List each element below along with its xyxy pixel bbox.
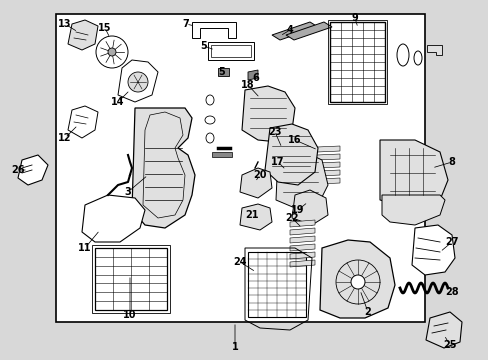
- Polygon shape: [285, 22, 331, 40]
- Bar: [327, 20, 386, 104]
- Polygon shape: [68, 106, 98, 138]
- Polygon shape: [289, 244, 314, 251]
- Circle shape: [108, 48, 116, 56]
- Polygon shape: [294, 146, 339, 153]
- Polygon shape: [275, 152, 327, 208]
- Text: 10: 10: [123, 310, 137, 320]
- Bar: [207, 42, 253, 60]
- Polygon shape: [218, 68, 228, 76]
- Polygon shape: [291, 190, 327, 225]
- Text: 19: 19: [291, 205, 304, 215]
- Polygon shape: [411, 225, 454, 275]
- Text: 25: 25: [442, 340, 456, 350]
- Text: 12: 12: [58, 133, 72, 143]
- Polygon shape: [264, 124, 317, 185]
- Polygon shape: [289, 260, 314, 267]
- Polygon shape: [240, 168, 271, 198]
- Polygon shape: [289, 236, 314, 243]
- Polygon shape: [240, 204, 271, 230]
- Text: 3: 3: [124, 187, 131, 197]
- Polygon shape: [289, 220, 314, 227]
- Bar: [247, 252, 305, 317]
- Polygon shape: [68, 20, 98, 50]
- Text: 14: 14: [111, 97, 124, 107]
- Text: 13: 13: [58, 19, 72, 29]
- Polygon shape: [242, 86, 294, 142]
- Text: 23: 23: [268, 127, 281, 137]
- Text: 1: 1: [231, 342, 238, 352]
- Text: 26: 26: [11, 165, 25, 175]
- Polygon shape: [294, 178, 339, 185]
- Bar: [95, 248, 167, 310]
- Polygon shape: [247, 70, 258, 80]
- Circle shape: [96, 36, 128, 68]
- Text: 21: 21: [245, 210, 258, 220]
- Text: 24: 24: [233, 257, 246, 267]
- Text: 6: 6: [252, 73, 259, 83]
- Polygon shape: [425, 312, 461, 348]
- Ellipse shape: [205, 133, 214, 143]
- Polygon shape: [319, 240, 394, 318]
- Polygon shape: [289, 228, 314, 235]
- Bar: [212, 152, 231, 157]
- Polygon shape: [192, 22, 236, 38]
- Text: 4: 4: [286, 25, 293, 35]
- Polygon shape: [381, 195, 444, 225]
- Polygon shape: [289, 252, 314, 259]
- Text: 27: 27: [445, 237, 458, 247]
- Polygon shape: [271, 22, 317, 40]
- Polygon shape: [294, 170, 339, 177]
- Bar: [329, 22, 384, 102]
- Text: 7: 7: [182, 19, 189, 29]
- Text: 15: 15: [98, 23, 112, 33]
- Text: 8: 8: [447, 157, 454, 167]
- Polygon shape: [82, 195, 145, 242]
- Text: 2: 2: [364, 307, 370, 317]
- Polygon shape: [118, 60, 158, 102]
- Text: 16: 16: [287, 135, 301, 145]
- Ellipse shape: [204, 116, 215, 124]
- Text: 22: 22: [285, 213, 298, 223]
- Polygon shape: [294, 154, 339, 161]
- Polygon shape: [379, 140, 447, 208]
- Text: 20: 20: [253, 170, 266, 180]
- Polygon shape: [132, 108, 195, 228]
- Ellipse shape: [413, 51, 421, 65]
- Ellipse shape: [396, 44, 408, 66]
- Text: 17: 17: [271, 157, 284, 167]
- Bar: [56, 14, 424, 322]
- Text: 18: 18: [241, 80, 254, 90]
- Polygon shape: [426, 45, 441, 55]
- Text: 11: 11: [78, 243, 92, 253]
- Ellipse shape: [205, 95, 214, 105]
- Text: 9: 9: [351, 13, 358, 23]
- Bar: [210, 45, 250, 57]
- Text: 28: 28: [444, 287, 458, 297]
- Polygon shape: [18, 155, 48, 185]
- Bar: [92, 245, 170, 313]
- Polygon shape: [294, 162, 339, 169]
- Text: 5: 5: [218, 67, 225, 77]
- Text: 5: 5: [200, 41, 207, 51]
- Circle shape: [350, 275, 364, 289]
- Circle shape: [128, 72, 148, 92]
